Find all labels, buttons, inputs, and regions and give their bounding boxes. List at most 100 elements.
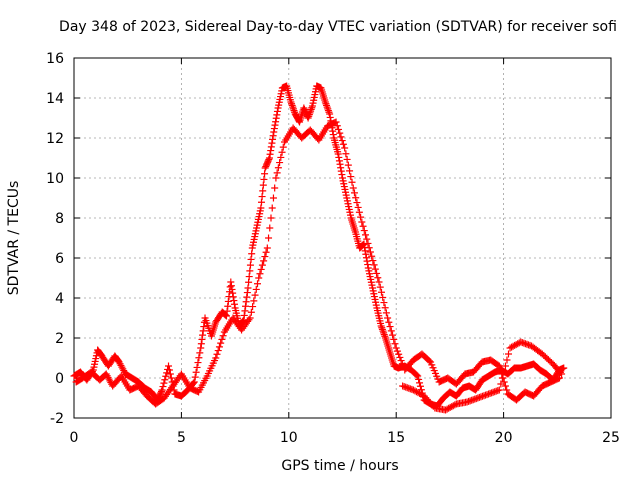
data-point	[260, 257, 268, 265]
data-point	[324, 107, 332, 115]
data-point	[267, 214, 275, 222]
data-point	[254, 280, 262, 288]
data-point	[416, 379, 424, 387]
data-point	[223, 307, 231, 315]
data-point	[512, 341, 520, 349]
data-point	[378, 325, 386, 333]
data-point	[362, 250, 370, 258]
data-point	[500, 368, 508, 376]
data-point	[371, 265, 379, 273]
data-point	[337, 133, 345, 141]
data-point	[161, 376, 169, 384]
data-point	[335, 157, 343, 165]
data-point	[560, 364, 568, 372]
data-point	[385, 318, 393, 326]
data-point	[391, 340, 399, 348]
data-point	[414, 372, 422, 380]
data-point	[261, 253, 269, 261]
data-point	[349, 184, 357, 192]
data-point	[192, 368, 200, 376]
data-point	[278, 148, 286, 156]
data-point	[417, 390, 425, 398]
data-point	[267, 143, 275, 151]
data-point	[369, 257, 377, 265]
data-point	[165, 366, 173, 374]
data-point	[307, 105, 315, 113]
data-point	[271, 184, 279, 192]
data-point	[224, 297, 232, 305]
x-tick-label: 0	[70, 430, 79, 446]
data-point	[200, 323, 208, 331]
data-point	[412, 388, 420, 396]
data-point	[165, 362, 173, 370]
data-point	[191, 373, 199, 381]
data-point	[357, 213, 365, 221]
data-point	[258, 261, 266, 269]
data-point	[325, 108, 333, 116]
data-point	[272, 118, 280, 126]
data-point	[242, 302, 250, 310]
data-point	[361, 247, 369, 255]
data-point	[377, 288, 385, 296]
data-point	[228, 285, 236, 293]
data-point	[336, 160, 344, 168]
data-point	[196, 349, 204, 357]
data-point	[342, 150, 350, 158]
data-point	[248, 250, 256, 258]
data-point	[358, 218, 366, 226]
data-point	[218, 335, 226, 343]
data-point	[375, 278, 383, 286]
y-tick-label: -2	[50, 411, 64, 427]
data-point	[159, 383, 167, 391]
data-point	[556, 369, 564, 377]
data-point	[306, 109, 314, 117]
data-point	[448, 403, 456, 411]
data-point	[247, 308, 255, 316]
data-point	[359, 222, 367, 230]
data-point	[277, 153, 285, 161]
data-point	[194, 359, 202, 367]
data-point	[229, 293, 237, 301]
data-point	[335, 125, 343, 133]
grid-lines	[74, 58, 611, 418]
data-point	[189, 379, 197, 387]
data-point	[360, 227, 368, 235]
data-point	[350, 189, 358, 197]
data-point	[265, 234, 273, 242]
data-point	[323, 103, 331, 111]
data-point	[337, 164, 345, 172]
data-point	[273, 169, 281, 177]
data-point	[160, 379, 168, 387]
data-point	[261, 170, 269, 178]
y-tick-label: 14	[46, 91, 64, 107]
data-point	[324, 105, 332, 113]
data-point	[227, 278, 235, 286]
data-point	[514, 340, 522, 348]
x-tick-label: 5	[177, 430, 186, 446]
data-point	[305, 112, 313, 120]
data-point	[245, 316, 253, 324]
data-point	[305, 111, 313, 119]
data-point	[501, 362, 509, 370]
data-point	[364, 261, 372, 269]
data-point	[494, 361, 502, 369]
data-point	[362, 254, 370, 262]
plot-frame	[73, 57, 612, 419]
x-axis-label: GPS time / hours	[281, 458, 398, 474]
data-point	[497, 380, 505, 388]
x-tick-label: 25	[602, 430, 620, 446]
data-points	[70, 82, 568, 414]
data-point	[289, 105, 297, 113]
y-tick-label: 16	[46, 51, 64, 67]
data-point	[366, 248, 374, 256]
data-point	[244, 284, 252, 292]
data-point	[380, 299, 388, 307]
data-point	[411, 387, 419, 395]
data-point	[326, 113, 334, 121]
data-point	[362, 231, 370, 239]
data-point	[389, 331, 397, 339]
data-point	[268, 139, 276, 147]
data-point	[269, 135, 277, 143]
data-point	[276, 159, 284, 167]
